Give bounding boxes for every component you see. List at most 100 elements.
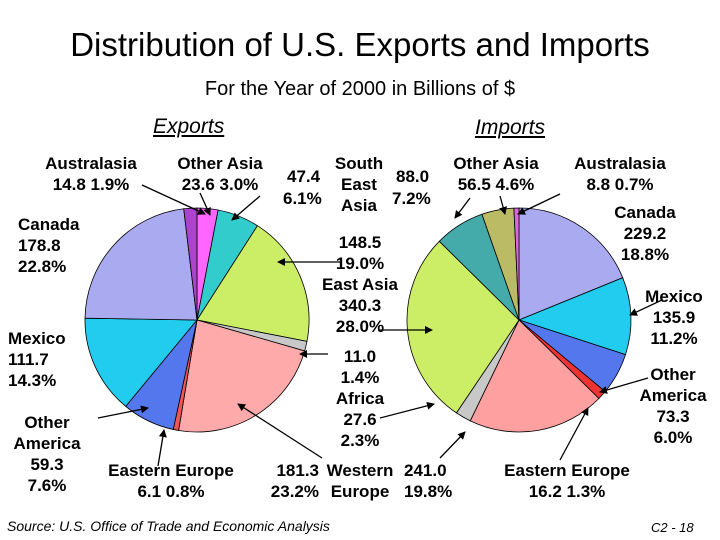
label-ex-other-asia-name: Other Asia: [177, 154, 263, 173]
label-im-eastern-europe: Eastern Europe 16.2 1.3%: [487, 460, 647, 502]
label-western-europe-ex: 181.3 23.2%: [255, 460, 319, 502]
label-ex-other-asia: Other Asia 23.6 3.0%: [168, 153, 272, 195]
label-ex-other-america-name-1: Other: [24, 413, 70, 432]
label-east-asia-name: East Asia: [322, 275, 398, 294]
label-ex-other-america-name-2: America: [13, 434, 81, 453]
label-south-asia-name-1: South: [334, 154, 384, 173]
exports-pie-chart: [84, 207, 310, 433]
label-im-australasia-name: Australasia: [574, 154, 666, 173]
label-im-east-asia-value: 340.3: [338, 296, 382, 315]
label-im-south-asia-value: 88.0: [396, 167, 430, 186]
label-im-western-europe-pct: 19.8%: [404, 482, 453, 501]
label-im-mexico-value: 135.9: [652, 308, 696, 327]
exports-heading: Exports: [153, 115, 225, 138]
label-im-other-asia: Other Asia 56.5 4.6%: [441, 153, 551, 195]
page-subtitle: For the Year of 2000 in Billions of $: [204, 78, 516, 100]
label-ex-east-asia-pct: 19.0%: [335, 254, 385, 273]
label-ex-canada-pct: 22.8%: [18, 257, 67, 276]
imports-pie-chart: [406, 207, 632, 433]
imports-slice-western-europe: [469, 319, 600, 433]
label-south-asia-name-2: East: [341, 175, 377, 194]
imports-slice-east-asia: [406, 240, 520, 414]
label-ex-mexico-name: Mexico: [8, 329, 66, 348]
label-ex-other-america-pct: 7.6%: [27, 476, 67, 495]
label-ex-eastern-europe-name: Eastern Europe: [108, 461, 234, 480]
label-ex-south-asia-value: 47.4: [287, 167, 321, 186]
label-south-asia-name-3: Asia: [341, 196, 377, 215]
arrow-ex-other-america: [97, 405, 149, 419]
label-ex-mexico-value: 111.7: [8, 350, 49, 369]
arrow-im-africa: [379, 401, 435, 419]
label-africa-name: Africa: [335, 389, 385, 408]
label-im-western-europe-value: 241.0: [404, 461, 447, 480]
label-ex-other-america-value: 59.3: [30, 455, 64, 474]
label-ex-western-europe-pct: 23.2%: [270, 482, 319, 501]
label-im-eastern-europe-name: Eastern Europe: [504, 461, 630, 480]
arrow-ex-western-europe: [237, 403, 323, 459]
label-im-canada-value: 229.2: [623, 224, 667, 243]
label-ex-eastern-europe-value: 6.1 0.8%: [137, 482, 205, 501]
label-im-australasia: Australasia 8.8 0.7%: [564, 153, 676, 195]
label-south-asia-name: South East Asia: [328, 153, 390, 216]
arrow-im-mexico: [629, 299, 663, 316]
label-im-other-america-name-2: America: [639, 386, 707, 405]
label-im-east-asia-pct: 28.0%: [335, 317, 385, 336]
label-im-eastern-europe-value: 16.2 1.3%: [528, 482, 606, 501]
page-title: Distribution of U.S. Exports and Imports: [70, 26, 650, 63]
label-ex-other-america: Other America 59.3 7.6%: [4, 412, 90, 496]
label-western-europe-name: Western Europe: [320, 460, 400, 502]
label-im-canada-pct: 18.8%: [620, 245, 670, 264]
label-im-other-america-value: 73.3: [656, 407, 690, 426]
arrow-im-western-europe: [439, 431, 466, 459]
arrow-im-australasia: [517, 193, 561, 215]
arrow-im-eastern-europe: [559, 407, 589, 461]
label-east-asia: 148.5 19.0% East Asia 340.3 28.0%: [305, 232, 415, 337]
label-im-africa-value: 27.6: [343, 410, 377, 429]
label-ex-canada: Canada 178.8 22.8%: [18, 214, 79, 277]
label-im-other-asia-value: 56.5 4.6%: [457, 175, 535, 194]
exports-slice-canada: [84, 208, 198, 321]
imports-slice-mexico: [517, 277, 632, 356]
arrow-im-south-asia: [454, 197, 471, 219]
label-im-canada-name: Canada: [614, 203, 676, 222]
arrow-ex-other-asia: [199, 192, 211, 216]
exports-slice-mexico: [84, 317, 198, 407]
label-ex-mexico-pct: 14.3%: [8, 371, 57, 390]
label-ex-africa-pct: 1.4%: [340, 368, 380, 387]
label-ex-canada-value: 178.8: [18, 236, 61, 255]
label-im-other-america-name-1: Other: [650, 365, 696, 384]
label-im-mexico: Mexico 135.9 11.2%: [636, 286, 712, 349]
label-africa: 11.0 1.4% Africa 27.6 2.3%: [310, 346, 410, 451]
label-western-europe-name-2: Europe: [330, 482, 390, 501]
label-im-australasia-value: 8.8 0.7%: [586, 175, 654, 194]
label-ex-australasia: Australasia 14.8 1.9%: [36, 153, 146, 195]
label-ex-other-asia-value: 23.6 3.0%: [181, 175, 259, 194]
label-western-europe-name-1: Western: [326, 461, 394, 480]
label-im-south-asia-pct: 7.2%: [392, 189, 431, 208]
label-ex-mexico: Mexico 111.7 14.3%: [8, 328, 66, 391]
arrow-im-other-asia: [499, 195, 507, 215]
label-ex-australasia-name: Australasia: [45, 154, 137, 173]
label-im-other-america: Other America 73.3 6.0%: [630, 364, 716, 448]
label-ex-africa-value: 11.0: [343, 347, 377, 366]
label-im-africa-pct: 2.3%: [340, 431, 380, 450]
exports-slice-east-asia: [196, 225, 310, 342]
label-im-canada: Canada 229.2 18.8%: [606, 202, 684, 265]
source-note: Source: U.S. Office of Trade and Economi…: [7, 518, 330, 534]
label-im-mexico-pct: 11.2%: [650, 329, 698, 348]
label-ex-south-asia-pct: 6.1%: [283, 189, 322, 208]
exports-slice-western-europe: [178, 319, 306, 433]
imports-heading: Imports: [475, 116, 546, 139]
label-im-other-asia-name: Other Asia: [453, 154, 539, 173]
label-ex-western-europe-value: 181.3: [276, 461, 319, 480]
arrow-ex-south-asia: [231, 195, 261, 221]
label-ex-eastern-europe: Eastern Europe 6.1 0.8%: [92, 460, 250, 502]
label-im-mexico-name: Mexico: [645, 287, 703, 306]
arrow-ex-australasia: [141, 184, 206, 215]
label-ex-east-asia-value: 148.5: [338, 233, 382, 252]
arrow-im-other-america: [599, 377, 649, 394]
leader-lines: [97, 184, 663, 467]
label-western-europe-im: 241.0 19.8%: [404, 460, 452, 502]
label-ex-canada-name: Canada: [18, 215, 80, 234]
